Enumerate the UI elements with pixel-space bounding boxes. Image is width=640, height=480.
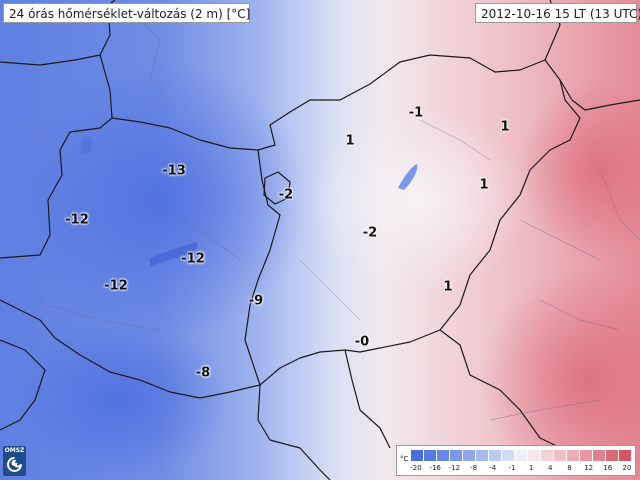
border-south-branch (344, 349, 391, 449)
legend-swatch (502, 450, 515, 461)
cold-core-southwest (10, 320, 230, 480)
legend-swatch (489, 450, 502, 461)
border-se (439, 329, 566, 451)
legend-swatch (450, 450, 463, 461)
border-sw (0, 339, 46, 431)
legend-label: -4 (489, 464, 497, 472)
legend-swatch (515, 450, 528, 461)
legend-unit: °C (400, 455, 409, 463)
legend-swatch (554, 450, 567, 461)
warm-core-east (520, 80, 640, 260)
border-enclave (263, 171, 291, 205)
lake-east (398, 164, 418, 190)
legend-label: -16 (429, 464, 441, 472)
value-label: 1 (443, 279, 453, 295)
map-datetime: 2012-10-16 15 LT (13 UTC) (475, 3, 640, 23)
value-label: -12 (104, 278, 128, 294)
legend-label: 16 (603, 464, 613, 472)
legend-label: 20 (622, 464, 632, 472)
legend-swatch (476, 450, 489, 461)
legend-label: -8 (470, 464, 478, 472)
legend-swatch (528, 450, 541, 461)
value-label: -1 (408, 105, 424, 121)
value-label: -0 (354, 334, 370, 350)
legend-label: 1 (528, 464, 534, 472)
legend-swatches (411, 450, 632, 461)
legend-swatch (619, 450, 632, 461)
lake-west (80, 136, 93, 155)
legend-swatch (606, 450, 619, 461)
border-south (0, 79, 581, 399)
value-label: 1 (500, 119, 510, 135)
legend-swatch (580, 450, 593, 461)
legend-swatch (437, 450, 450, 461)
color-legend: °C -20 -16 -12 -8 -4 -1 1 4 8 12 16 20 (396, 445, 636, 476)
legend-swatch (567, 450, 580, 461)
value-label: -2 (278, 187, 294, 203)
value-label: -9 (248, 293, 264, 309)
omsz-logo: OMSZ (3, 446, 26, 476)
logo-text: OMSZ (4, 447, 25, 454)
legend-label: 12 (584, 464, 594, 472)
legend-label: 8 (567, 464, 572, 472)
border-north (111, 0, 561, 151)
value-label: -12 (181, 251, 205, 267)
border-ne (544, 59, 640, 111)
region-lines (19, 9, 640, 421)
legend-label: -12 (448, 464, 461, 472)
value-label: 1 (345, 133, 355, 149)
value-label: -2 (362, 225, 378, 241)
value-label: -8 (195, 365, 211, 381)
neutral-zone (310, 110, 530, 290)
legend-swatch (411, 450, 424, 461)
legend-swatch (424, 450, 437, 461)
legend-label: -1 (508, 464, 516, 472)
map-title: 24 órás hőmérséklet-változás (2 m) [°C] (3, 3, 250, 23)
value-label: -13 (162, 163, 186, 179)
lake-balaton-like (150, 242, 198, 266)
border-ssw (257, 384, 331, 480)
swirl-icon (7, 457, 22, 472)
legend-swatch (463, 450, 476, 461)
legend-label: -20 (410, 464, 422, 472)
cold-core-west (10, 60, 310, 340)
legend-swatch (593, 450, 606, 461)
legend-swatch (541, 450, 554, 461)
value-label: -12 (65, 212, 89, 228)
legend-label: 4 (548, 464, 553, 472)
value-label: 1 (479, 177, 489, 193)
warm-core-southeast (480, 270, 640, 480)
